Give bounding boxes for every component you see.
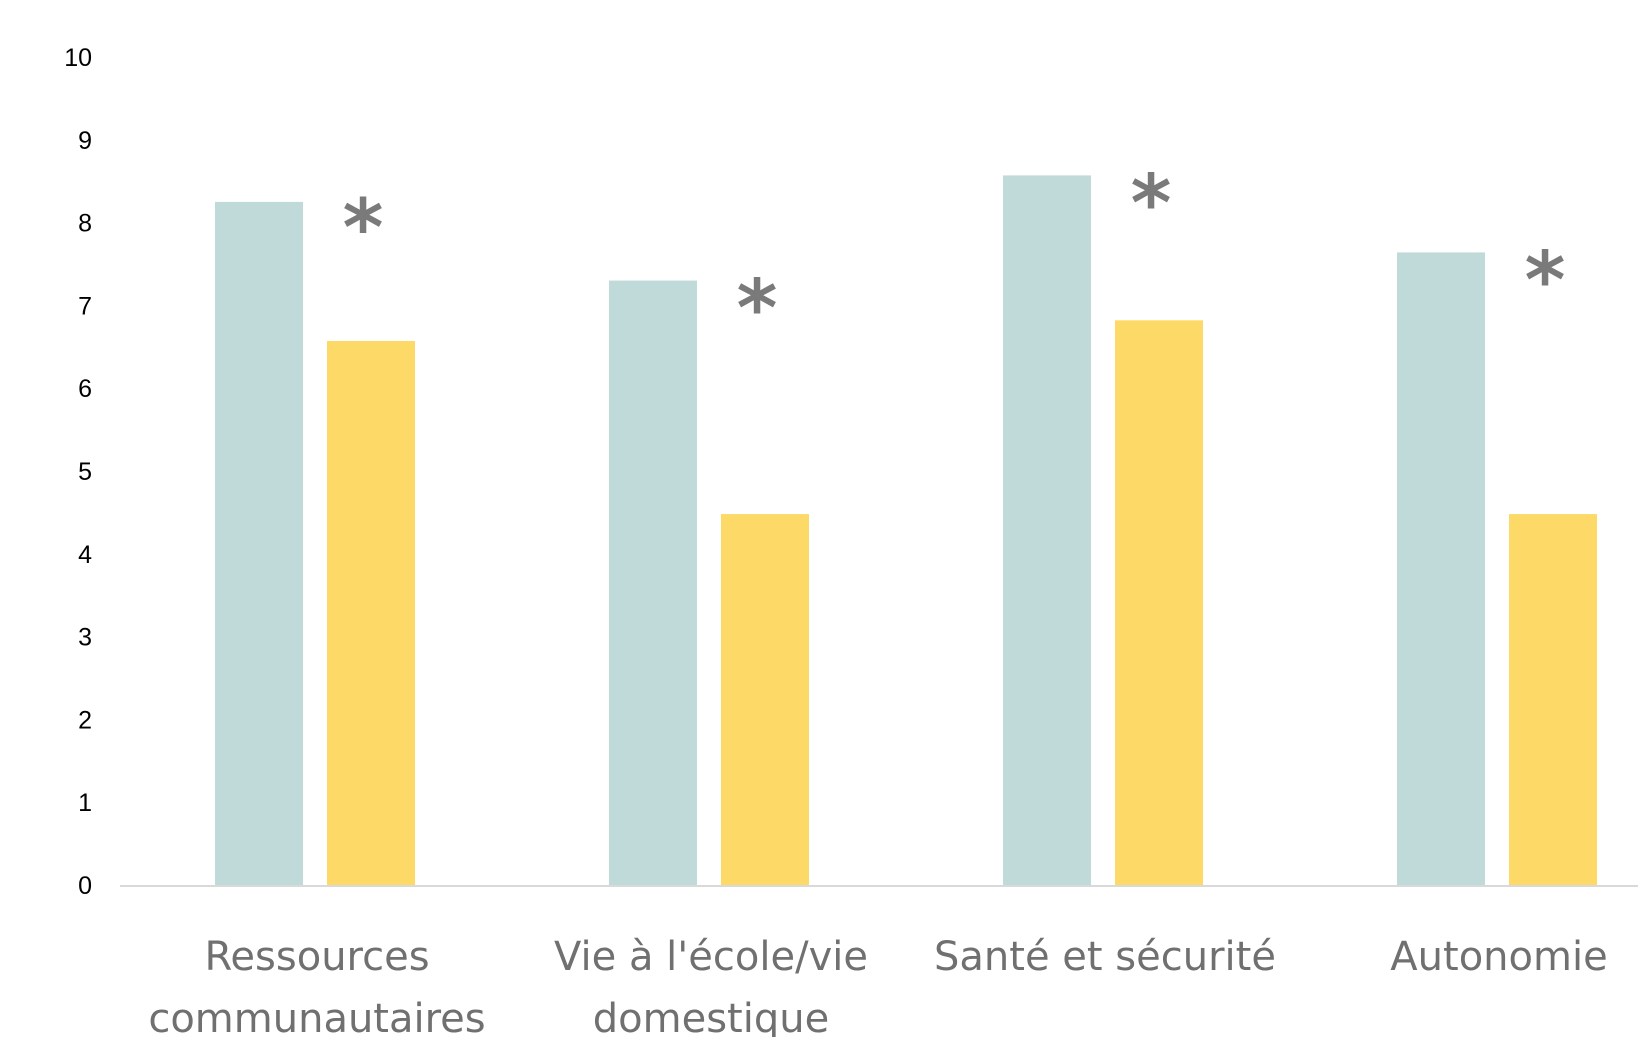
y-tick-label: 4 [78, 541, 92, 569]
x-category-label: Ressources [204, 934, 429, 980]
bar-series-2-3 [1509, 514, 1597, 885]
bar-series-2-2 [1115, 320, 1203, 886]
y-tick-label: 1 [78, 789, 92, 817]
bar-series-1-1 [609, 280, 697, 885]
y-tick-label: 2 [78, 706, 92, 734]
y-tick-label: 3 [78, 624, 92, 652]
x-category-label: Autonomie [1390, 934, 1607, 980]
y-tick-label: 8 [78, 210, 92, 238]
significance-asterisk: * [737, 265, 778, 355]
bar-series-1-0 [215, 201, 303, 885]
significance-asterisk: * [343, 184, 384, 274]
x-category-label: Vie à l'école/vie [554, 934, 868, 980]
significance-asterisk: * [1525, 236, 1566, 326]
significance-asterisk: * [1131, 159, 1172, 249]
y-tick-label: 5 [78, 458, 92, 486]
bar-series-2-1 [721, 514, 809, 885]
significance-annotations: * * * * [343, 159, 1566, 354]
y-tick-label: 7 [78, 292, 92, 320]
x-category-label: domestique [593, 996, 829, 1037]
bar-series-2-0 [327, 341, 415, 885]
bar-series-1-3 [1397, 252, 1485, 885]
x-axis-category-labels: Ressources communautaires Vie à l'école/vi… [148, 934, 1607, 1037]
bars [215, 175, 1597, 886]
x-category-label: Santé et sécurité [934, 934, 1276, 980]
y-axis-tick-labels: 0 1 2 3 4 5 6 7 8 9 10 [64, 44, 92, 900]
bar-series-1-2 [1003, 175, 1091, 886]
x-category-label: communautaires [148, 996, 485, 1037]
y-tick-label: 6 [78, 375, 92, 403]
y-tick-label: 9 [78, 127, 92, 155]
y-tick-label: 10 [64, 44, 92, 72]
y-tick-label: 0 [78, 872, 92, 900]
